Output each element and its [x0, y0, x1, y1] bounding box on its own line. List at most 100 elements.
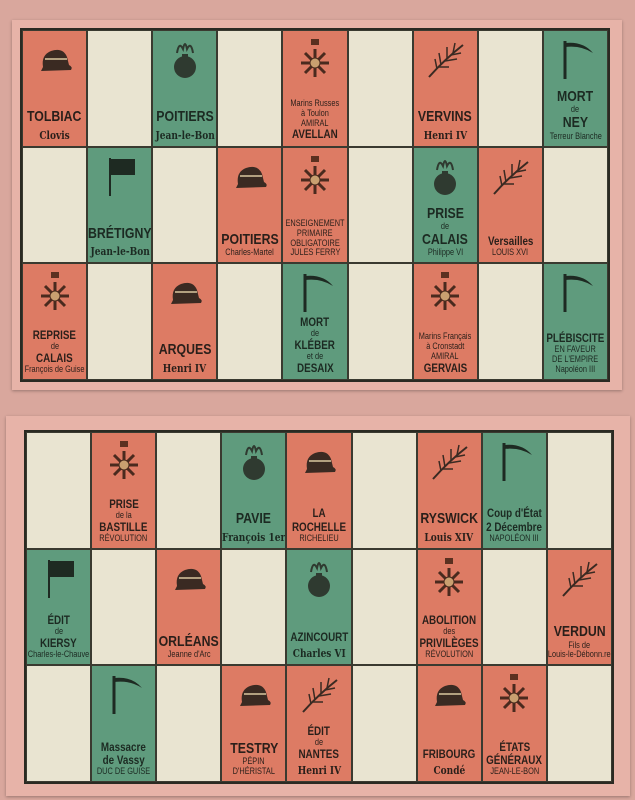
blank-square — [217, 30, 283, 147]
palm-icon — [562, 561, 599, 597]
square-text: GÉNÉRAUX — [486, 752, 543, 767]
square-text: et de — [306, 350, 324, 361]
game-square: VERVINS Henri IV — [412, 30, 478, 147]
grenade-icon — [173, 43, 196, 78]
blank-square — [351, 548, 417, 666]
square-text: VERVINS — [418, 108, 473, 126]
square-text: de — [310, 327, 320, 338]
square-text: de — [571, 104, 580, 115]
palm-icon — [432, 444, 468, 480]
game-square: Marins Russes à Toulon AMIRAL AVELLAN — [282, 30, 348, 147]
medal-icon — [109, 441, 138, 479]
game-square: POITIERS Charles-Martel — [217, 146, 283, 264]
game-square: Versailles LOUIS XVI — [477, 146, 543, 264]
scythe-icon — [303, 274, 333, 313]
game-square: Massacre de Vassy DUC DE GUISE — [91, 665, 157, 782]
square-text: NANTES — [298, 746, 340, 761]
scythe-icon — [502, 443, 533, 481]
square-text: Charles VI — [292, 647, 346, 661]
hat-icon — [170, 283, 202, 305]
square-text: KIERSY — [40, 636, 77, 651]
square-text: AMIRAL — [431, 350, 459, 361]
medal-icon — [435, 557, 464, 596]
blank-square — [351, 432, 417, 549]
square-text: ARQUES — [158, 341, 212, 359]
game-square: PRISE de CALAIS Philippe VI — [412, 146, 478, 264]
square-text: Terreur Blanche — [549, 130, 602, 141]
card-grid: PRISE de la BASTILLE RÉVOLUTION PAVIE Françoi… — [24, 430, 614, 784]
square-text: TESTRY — [229, 739, 278, 757]
blank-square — [477, 30, 543, 147]
square-text: des — [443, 626, 456, 637]
grenade-icon — [434, 159, 457, 195]
square-text: D'HÉRISTAL — [232, 766, 276, 777]
square-text: PÉPIN — [242, 756, 265, 767]
square-text: Jean-le-Bon — [90, 245, 150, 259]
square-text: JULES FERRY — [290, 247, 340, 258]
square-text: AMIRAL — [301, 117, 329, 128]
blank-square — [477, 263, 543, 380]
blank-square — [347, 30, 413, 147]
lotto-card-top: TOLBIAC Clovis POITIERS Jean-le-Bon Marins R… — [12, 20, 622, 390]
game-square: TESTRY PÉPIN D'HÉRISTAL — [221, 665, 287, 782]
blank-square — [26, 432, 92, 549]
square-text: RÉVOLUTION — [425, 649, 474, 660]
square-text: Jeanne d'Arc — [167, 649, 211, 660]
game-square: BRÉTIGNY Jean-le-Bon — [87, 146, 153, 264]
square-text: RÉVOLUTION — [99, 532, 148, 543]
square-text: François 1er — [222, 530, 286, 544]
square-text: François de Guise — [24, 364, 85, 375]
grenade-icon — [242, 445, 265, 480]
square-text: NAPOLÉON III — [489, 532, 539, 543]
game-square: ÉTATS GÉNÉRAUX JEAN-LE-BON — [481, 665, 547, 782]
square-text: CALAIS — [422, 230, 469, 248]
square-text: Louis XIV — [424, 530, 474, 544]
flag-icon — [47, 559, 74, 598]
square-text: JEAN-LE-BON — [489, 766, 539, 777]
square-text: REPRISE — [32, 327, 77, 342]
square-text: POITIERS — [221, 230, 279, 248]
square-text: MORT — [300, 314, 330, 329]
game-square: ABOLITION des PRIVILÈGES RÉVOLUTION — [416, 548, 482, 666]
square-text: CALAIS — [36, 350, 73, 365]
square-text: Charles-le-Chauve — [27, 649, 90, 660]
square-text: ABOLITION — [422, 613, 477, 628]
blank-square — [347, 146, 413, 264]
medal-icon — [40, 272, 69, 311]
hat-icon — [239, 685, 271, 707]
square-text: RICHELIEU — [299, 532, 339, 543]
square-text: Louis-le-Débonn.re — [548, 649, 611, 660]
blank-square — [217, 263, 283, 380]
blank-square — [152, 146, 218, 264]
square-text: PRIVILÈGES — [419, 636, 479, 651]
game-square: PLÉBISCITE EN FAVEUR DE L'EMPIRE Napoléon I… — [542, 263, 608, 380]
square-text: RYSWICK — [420, 510, 479, 528]
square-text: BASTILLE — [99, 519, 148, 534]
palm-icon — [428, 42, 464, 78]
scythe-icon — [563, 274, 594, 313]
game-square: ÉDIT de NANTES Henri IV — [286, 665, 352, 782]
game-square: RYSWICK Louis XIV — [416, 432, 482, 549]
square-text: AZINCOURT — [290, 630, 348, 645]
square-text: Fils de — [568, 639, 591, 650]
square-text: à Toulon — [301, 107, 329, 118]
game-square: MORT de NEY Terreur Blanche — [542, 30, 608, 147]
medal-icon — [300, 155, 329, 194]
lotto-card-bottom: PRISE de la BASTILLE RÉVOLUTION PAVIE Françoi… — [6, 416, 630, 796]
square-text: ROCHELLE — [291, 519, 347, 534]
flag-icon — [108, 157, 135, 196]
square-text: Henri IV — [423, 128, 467, 142]
square-text: Philippe VI — [427, 247, 463, 258]
game-square: ENSEIGNEMENT PRIMAIRE OBLIGATOIRE JULES FER… — [282, 146, 348, 264]
square-text: KLÉBER — [294, 337, 336, 352]
square-text: BRÉTIGNY — [87, 224, 152, 242]
square-text: OBLIGATOIRE — [290, 237, 340, 248]
square-text: de — [50, 341, 59, 352]
medal-icon — [500, 674, 529, 713]
scythe-icon — [563, 41, 594, 79]
game-square: ORLÉANS Jeanne d'Arc — [156, 548, 222, 666]
blank-square — [87, 30, 153, 147]
square-text: TOLBIAC — [27, 108, 82, 126]
game-square: PAVIE François 1er — [221, 432, 287, 549]
square-text: NEY — [562, 114, 589, 132]
